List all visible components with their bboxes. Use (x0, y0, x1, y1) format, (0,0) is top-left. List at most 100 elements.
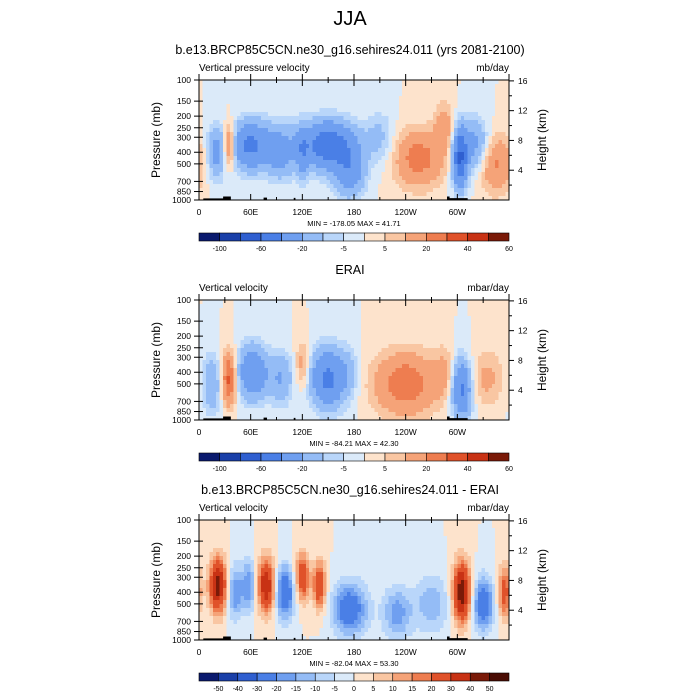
heatmap-cell (340, 172, 345, 177)
heatmap-cell (364, 328, 369, 333)
heatmap-cell (467, 180, 472, 185)
heatmap-cell (385, 364, 390, 369)
heatmap-cell (447, 312, 452, 317)
heatmap-cell (205, 136, 210, 141)
heatmap-cell (298, 168, 303, 173)
heatmap-cell (467, 80, 472, 85)
heatmap-cell (478, 144, 483, 149)
heatmap-cell (505, 92, 510, 97)
heatmap-cell (336, 192, 341, 197)
heatmap-cell (319, 356, 324, 361)
heatmap-cell (405, 372, 410, 377)
heatmap-cell (319, 352, 324, 357)
heatmap-cell (436, 352, 441, 357)
heatmap-cell (367, 148, 372, 153)
heatmap-cell (360, 368, 365, 373)
heatmap-cell (333, 392, 338, 397)
heatmap-cell (443, 324, 448, 329)
heatmap-cell (298, 124, 303, 129)
heatmap-cell (233, 104, 238, 109)
heatmap-cell (347, 196, 352, 201)
heatmap-cell (340, 384, 345, 389)
heatmap-cell (360, 88, 365, 93)
heatmap-cell (378, 308, 383, 313)
heatmap-cell (405, 316, 410, 321)
heatmap-cell (443, 176, 448, 181)
heatmap-cell (478, 180, 483, 185)
heatmap-cell (261, 320, 266, 325)
heatmap-cell (202, 160, 207, 165)
heatmap-cell (243, 152, 248, 157)
heatmap-cell (219, 396, 224, 401)
heatmap-cell (233, 168, 238, 173)
heatmap-cell (202, 176, 207, 181)
heatmap-cell (336, 364, 341, 369)
heatmap-cell (429, 336, 434, 341)
heatmap-cell (250, 92, 255, 97)
heatmap-cell (457, 300, 462, 305)
heatmap-cell (457, 80, 462, 85)
heatmap-cell (478, 192, 483, 197)
heatmap-cell (302, 372, 307, 377)
heatmap-cell (450, 160, 455, 165)
heatmap-cell (209, 340, 214, 345)
heatmap-cell (440, 128, 445, 133)
heatmap-cell (498, 328, 503, 333)
heatmap-cell (216, 324, 221, 329)
heatmap-cell (474, 376, 479, 381)
heatmap-cell (271, 156, 276, 161)
heatmap-cell (302, 156, 307, 161)
heatmap-cell (305, 100, 310, 105)
heatmap-cell (495, 364, 500, 369)
heatmap-cell (457, 104, 462, 109)
heatmap-cell (285, 392, 290, 397)
heatmap-cell (202, 84, 207, 89)
heatmap-cell (488, 324, 493, 329)
heatmap-cell (274, 376, 279, 381)
heatmap-cell (205, 348, 210, 353)
heatmap-cell (467, 84, 472, 89)
heatmap-cell (422, 100, 427, 105)
heatmap-cell (464, 168, 469, 173)
heatmap-cell (271, 384, 276, 389)
heatmap-cell (316, 124, 321, 129)
heatmap-cell (426, 368, 431, 373)
heatmap-cell (267, 140, 272, 145)
heatmap-cell (205, 188, 210, 193)
heatmap-cell (422, 196, 427, 201)
heatmap-cell (247, 368, 252, 373)
heatmap-cell (212, 172, 217, 177)
heatmap-cell (505, 180, 510, 185)
heatmap-cell (378, 372, 383, 377)
heatmap-cell (254, 92, 259, 97)
heatmap-cell (395, 132, 400, 137)
heatmap-cell (457, 100, 462, 105)
heatmap-cell (250, 196, 255, 201)
heatmap-cell (367, 112, 372, 117)
heatmap-cell (385, 132, 390, 137)
heatmap-cell (502, 176, 507, 181)
heatmap-cell (209, 380, 214, 385)
heatmap-cell (209, 132, 214, 137)
heatmap-cell (271, 172, 276, 177)
heatmap-cell (236, 136, 241, 141)
heatmap-cell (398, 124, 403, 129)
heatmap-cell (453, 128, 458, 133)
heatmap-cell (385, 388, 390, 393)
heatmap-cell (247, 172, 252, 177)
heatmap-cell (450, 80, 455, 85)
heatmap-cell (357, 328, 362, 333)
heatmap-cell (202, 304, 207, 309)
colorbar-label: 20 (422, 246, 430, 253)
heatmap-cell (329, 320, 334, 325)
heatmap-cell (267, 364, 272, 369)
heatmap-cell (223, 104, 228, 109)
heatmap-cell (285, 120, 290, 125)
heatmap-cell (240, 356, 245, 361)
heatmap-cell (498, 336, 503, 341)
heatmap-cell (233, 160, 238, 165)
heatmap-cell (395, 300, 400, 305)
heatmap-cell (319, 316, 324, 321)
heatmap-cell (233, 192, 238, 197)
heatmap-cell (471, 120, 476, 125)
